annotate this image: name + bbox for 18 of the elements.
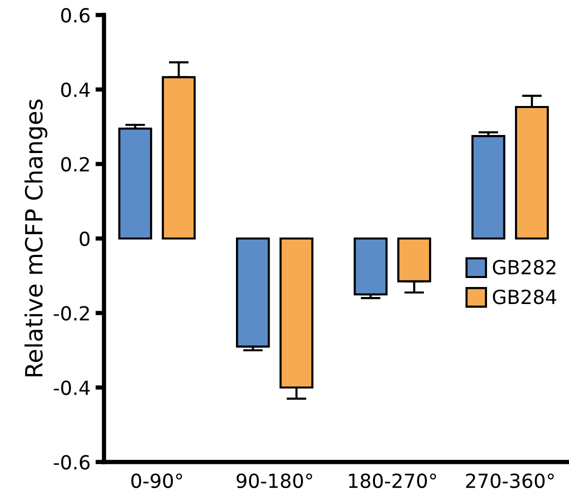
- x-tick-label: 0-90°: [131, 473, 182, 488]
- x-tick-label: 90-180°: [236, 473, 312, 488]
- bar: [118, 128, 152, 240]
- y-tick-label: 0.6: [61, 8, 90, 23]
- bar: [354, 237, 388, 296]
- y-tick-label: 0.2: [61, 156, 89, 172]
- bar: [471, 135, 506, 240]
- y-tick-label: 0.4: [61, 82, 90, 98]
- y-tick-label: -0.2: [54, 306, 89, 321]
- bar: [236, 237, 270, 348]
- legend-label: GB282: [492, 260, 556, 275]
- x-tick-label: 270-360°: [466, 473, 554, 488]
- y-tick-label: 0: [80, 231, 90, 246]
- y-tick-label: -0.4: [54, 380, 90, 396]
- x-tick-label: 180-270°: [349, 473, 436, 488]
- y-axis-title: Relative mCFP Changes: [24, 100, 48, 376]
- y-tick-label: -0.6: [54, 454, 90, 470]
- legend-label: GB284: [492, 290, 556, 304]
